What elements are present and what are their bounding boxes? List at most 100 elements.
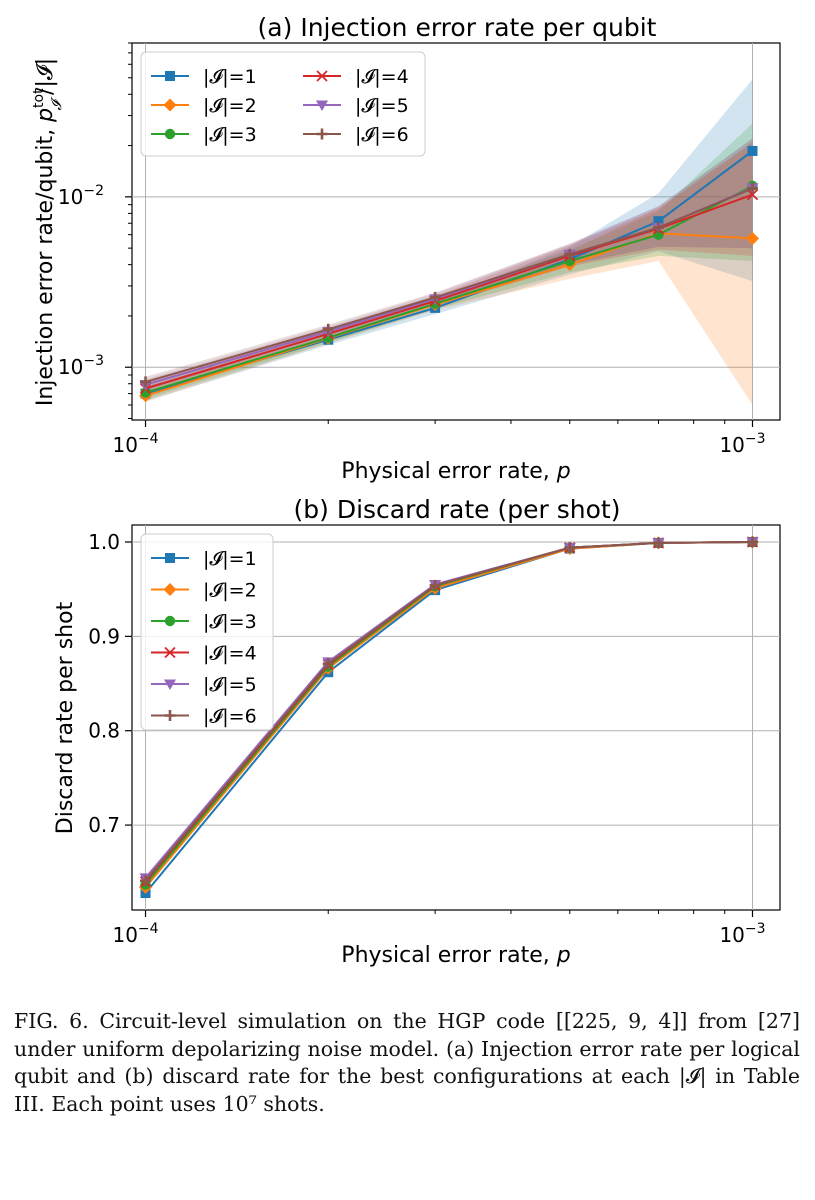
chart-title-b: (b) Discard rate (per shot): [294, 495, 621, 524]
x-tick-label-exponent: −4: [138, 921, 159, 937]
series-line: [145, 193, 753, 390]
y-tick-label: 0.9: [88, 624, 120, 648]
y-tick-label: 0.7: [88, 813, 120, 837]
data-point: [322, 658, 334, 670]
series-line: [145, 187, 753, 383]
legend-marker: [165, 553, 175, 563]
data-point: [429, 291, 441, 303]
legend-label: |𝓘|=3: [203, 124, 257, 146]
x-axis-label-b: Physical error rate, p: [341, 943, 570, 968]
data-point: [564, 542, 576, 554]
grid-a: [132, 43, 780, 420]
data-point: [746, 189, 759, 201]
y-axis-label-a: Injection error rate/qubit, ptot 𝓘/|𝓘|: [31, 58, 65, 406]
series-lines-a: [139, 145, 759, 403]
error-band: [145, 143, 753, 405]
legend-label: |𝓘|=3: [203, 611, 257, 633]
y-tick-label: 1.0: [88, 530, 120, 554]
legend-marker: [316, 70, 328, 82]
legend-label: |𝓘|=5: [203, 674, 257, 696]
x-tick-label-base: 10: [719, 433, 744, 457]
legend-marker: [163, 98, 177, 112]
x-axis-label-a: Physical error rate, p: [341, 459, 570, 484]
legend-item: |𝓘|=2: [151, 580, 257, 602]
axis-ticks-a: 10−4 10−310−310−2: [58, 42, 766, 457]
legend-marker: [164, 615, 176, 627]
data-point: [745, 231, 759, 245]
legend-label: |𝓘|=1: [203, 548, 257, 570]
y-tick-label: 10−3: [58, 353, 104, 379]
chart-title-a: (a) Injection error rate per qubit: [258, 13, 657, 42]
legend-box: [140, 51, 426, 157]
legend-item: |𝓘|=3: [151, 611, 257, 633]
x-tick-label-base: 10: [112, 433, 137, 457]
x-tick-label-base: 10: [719, 923, 744, 947]
legend-label: |𝓘|=6: [203, 706, 257, 728]
series: [140, 182, 758, 388]
series-lines-b: [139, 535, 759, 899]
series: [140, 536, 758, 887]
series-line: [145, 185, 753, 394]
error-band: [145, 138, 753, 388]
figure: (a) Injection error rate per qubit 10−4 1…: [31, 13, 781, 968]
legend-label: |𝓘|=4: [203, 643, 257, 665]
series-line: [144, 541, 753, 882]
legend-b: |𝓘|=1 |𝓘|=2 |𝓘|=3 |𝓘|=4 |𝓘|=5 |𝓘|=6: [140, 533, 274, 731]
x-tick-label: 10−4: [112, 431, 158, 457]
legend-label: |𝓘|=2: [203, 580, 257, 602]
legend-item: |𝓘|=6: [303, 124, 409, 146]
legend-label: |𝓘|=4: [355, 66, 409, 88]
y-axis-label-b: Discard rate per shot: [53, 601, 78, 834]
panel-a: (a) Injection error rate per qubit 10−4 1…: [31, 13, 781, 484]
x-tick-label-exponent: −4: [138, 431, 159, 447]
data-point: [140, 376, 152, 388]
x-tick-label: 10−3: [719, 921, 765, 947]
legend-marker: [165, 71, 175, 81]
legend-item: |𝓘|=4: [303, 66, 409, 88]
error-band: [145, 79, 753, 402]
x-tick-label: 10−3: [719, 431, 765, 457]
legend-item: |𝓘|=3: [151, 124, 257, 146]
legend-item: |𝓘|=5: [151, 674, 257, 696]
y-tick-label-base: 10: [58, 185, 83, 209]
panel-b: (b) Discard rate (per shot) 10−4 10−30.70…: [53, 495, 781, 968]
legend-a: |𝓘|=1 |𝓘|=2 |𝓘|=3 |𝓘|=4 |𝓘|=5 |𝓘|=6: [140, 51, 426, 157]
data-point: [652, 537, 664, 549]
x-tick-label-exponent: −3: [745, 431, 766, 447]
legend-item: |𝓘|=5: [303, 95, 409, 117]
plot-frame-b: [131, 524, 781, 911]
legend-item: |𝓘|=1: [151, 548, 257, 570]
x-tick-label-base: 10: [112, 923, 137, 947]
data-point: [652, 222, 664, 234]
y-tick-label-exponent: −3: [83, 353, 104, 369]
y-tick-label: 10−2: [58, 183, 104, 209]
legend-marker: [316, 128, 328, 140]
x-tick-label: 10−4: [112, 921, 158, 947]
data-point: [746, 536, 758, 548]
legend-item: |𝓘|=4: [151, 643, 257, 665]
data-point: [564, 248, 576, 260]
data-point: [746, 182, 758, 194]
figure-caption: FIG. 6. Circuit-level simulation on the …: [14, 1009, 800, 1116]
data-point: [429, 579, 441, 591]
axis-ticks-b: 10−4 10−30.70.80.91.0: [88, 530, 765, 947]
y-tick-label-exponent: −2: [83, 183, 104, 199]
legend-item: |𝓘|=6: [151, 706, 257, 728]
legend-marker: [164, 646, 176, 659]
legend-item: |𝓘|=2: [151, 95, 257, 117]
legend-marker: [164, 128, 176, 140]
data-point: [653, 216, 664, 227]
y-tick-label-base: 10: [58, 355, 83, 379]
legend-label: |𝓘|=1: [203, 66, 257, 88]
legend-marker: [164, 679, 176, 690]
data-point: [322, 323, 334, 335]
data-point: [747, 145, 758, 156]
plot-frame-a: [131, 42, 781, 421]
x-tick-label-exponent: −3: [745, 921, 766, 937]
legend-item: |𝓘|=1: [151, 66, 257, 88]
legend-marker: [164, 710, 176, 721]
legend-label: |𝓘|=5: [355, 95, 409, 117]
legend-label: |𝓘|=2: [203, 95, 257, 117]
error-band: [145, 123, 753, 400]
legend-marker: [163, 583, 177, 596]
